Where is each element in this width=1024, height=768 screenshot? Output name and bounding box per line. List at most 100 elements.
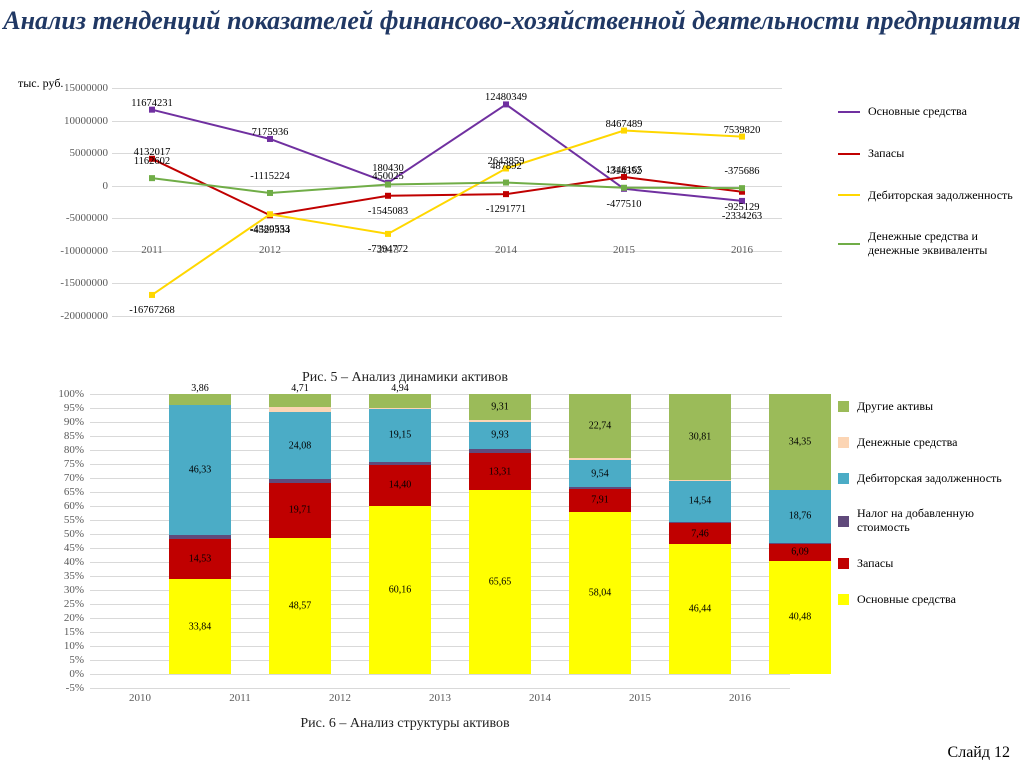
bar-segment-label: 9,93	[469, 430, 531, 441]
bar-segment-label: 46,33	[169, 465, 231, 476]
legend-label: Основные средства	[857, 593, 956, 607]
data-label: -1291771	[486, 204, 526, 215]
line-marker	[739, 185, 745, 191]
y-tick-label: 70%	[30, 472, 84, 484]
data-label: -4380553	[250, 224, 290, 235]
y-tick-label: 0%	[30, 668, 84, 680]
bar-segment: 0,31	[669, 480, 731, 481]
bar-segment: 14,40	[369, 465, 431, 505]
y-tick-label: 80%	[30, 444, 84, 456]
bar-segment: 40,48	[769, 561, 831, 674]
bar-segment: 0,45	[669, 522, 731, 523]
y-tick-label: 95%	[30, 402, 84, 414]
line-marker	[267, 190, 273, 196]
slide-number: Слайд 12	[948, 744, 1010, 762]
bar-segment: 0,87	[569, 458, 631, 460]
y-tick-label: 100%	[30, 388, 84, 400]
bar-segment-label: 7,91	[569, 495, 631, 506]
bar-segment-label: 58,04	[569, 587, 631, 598]
bar-column: 65,6513,311,269,930,549,31	[469, 394, 531, 674]
line-marker	[385, 231, 391, 237]
y-tick-label: 20%	[30, 612, 84, 624]
bar-segment-label: 9,54	[569, 468, 631, 479]
y-tick-label: 45%	[30, 542, 84, 554]
bar-segment: 18,76	[769, 490, 831, 543]
legend-item: Дебиторская задолженность	[838, 189, 1018, 203]
bar-segment-label: 34,35	[769, 437, 831, 448]
bar-segment-label: 3,86	[169, 383, 231, 394]
bar-segment: 65,65	[469, 490, 531, 674]
bar-segment: 1,26	[469, 449, 531, 453]
legend-label: Основные средства	[868, 105, 967, 119]
bar-segment: 4,71	[269, 394, 331, 407]
line-marker	[149, 292, 155, 298]
y-tick-label: 85%	[30, 430, 84, 442]
x-tick-label: 2015	[629, 692, 651, 704]
x-tick-label: 2014	[529, 692, 551, 704]
line-marker	[385, 193, 391, 199]
legend-swatch	[838, 401, 849, 412]
y-tick-label: 15%	[30, 626, 84, 638]
legend-label: Запасы	[868, 147, 904, 161]
bar-segment: 4,94	[369, 394, 431, 408]
y-tick-label: 25%	[30, 598, 84, 610]
y-tick-label: -15000000	[30, 277, 108, 289]
legend-label: Другие активы	[857, 400, 933, 414]
bar-segment: 1,24	[269, 479, 331, 482]
y-tick-label: 0	[30, 180, 108, 192]
x-tick-label: 2014	[495, 244, 517, 256]
x-tick-label: 2011	[229, 692, 251, 704]
bar-segment: 24,08	[269, 412, 331, 479]
bar-segment: 1,26	[169, 535, 231, 539]
data-label: -314352	[607, 166, 642, 177]
legend-swatch	[838, 558, 849, 569]
line-marker	[385, 182, 391, 188]
bar-segment: 48,57	[269, 538, 331, 674]
line-series	[152, 131, 742, 295]
bar-column: 40,486,090,3218,760,0134,35	[769, 394, 831, 674]
slide-title: Анализ тенденций показателей финансово-х…	[0, 6, 1024, 36]
x-tick-label: 2012	[259, 244, 281, 256]
y-tick-label: 15000000	[30, 82, 108, 94]
bar-chart: 33,8414,531,2646,330,183,8648,5719,711,2…	[30, 394, 810, 724]
data-label: 1162602	[134, 156, 170, 167]
legend-swatch	[838, 111, 860, 113]
data-label: -1115224	[250, 171, 289, 182]
bar-segment: 0,54	[469, 420, 531, 422]
bar-segment: 46,33	[169, 405, 231, 535]
line-marker	[149, 175, 155, 181]
bar-segment: 46,44	[669, 544, 731, 674]
legend-item: Основные средства	[838, 105, 1018, 119]
bar-segment-label: 40,48	[769, 612, 831, 623]
x-tick-label: 2013	[429, 692, 451, 704]
data-label: -477510	[607, 199, 642, 210]
data-label: 7539820	[724, 125, 761, 136]
bar-segment-label: 7,46	[669, 528, 731, 539]
bar-segment: 9,31	[469, 394, 531, 420]
bar-segment: 1,70	[269, 407, 331, 412]
legend-item: Денежные средства	[838, 436, 1018, 450]
y-tick-label: 5000000	[30, 147, 108, 159]
bar-segment-label: 33,84	[169, 621, 231, 632]
bar-segment-label: 4,71	[269, 383, 331, 394]
x-tick-label: 2016	[729, 692, 751, 704]
line-chart-svg	[112, 88, 782, 316]
gridline	[112, 316, 782, 317]
data-label: 8467489	[606, 119, 643, 130]
bar-segment: 7,91	[569, 489, 631, 511]
bar-segment: 33,84	[169, 579, 231, 674]
legend-item: Запасы	[838, 147, 1018, 161]
y-tick-label: 65%	[30, 486, 84, 498]
bar-segment: 58,04	[569, 512, 631, 675]
bar-segment-label: 19,15	[369, 430, 431, 441]
bar-segment-label: 19,71	[269, 505, 331, 516]
bar-segment-label: 65,65	[469, 577, 531, 588]
line-marker	[503, 180, 509, 186]
data-label: -1545083	[368, 206, 408, 217]
y-tick-label: 90%	[30, 416, 84, 428]
data-label: -16767268	[129, 305, 175, 316]
line-chart: 150000001000000050000000-5000000-1000000…	[30, 88, 810, 358]
bar-segment: 0,89	[569, 487, 631, 489]
bar-segment: 0,32	[769, 543, 831, 544]
bar-segment: 3,86	[169, 394, 231, 405]
